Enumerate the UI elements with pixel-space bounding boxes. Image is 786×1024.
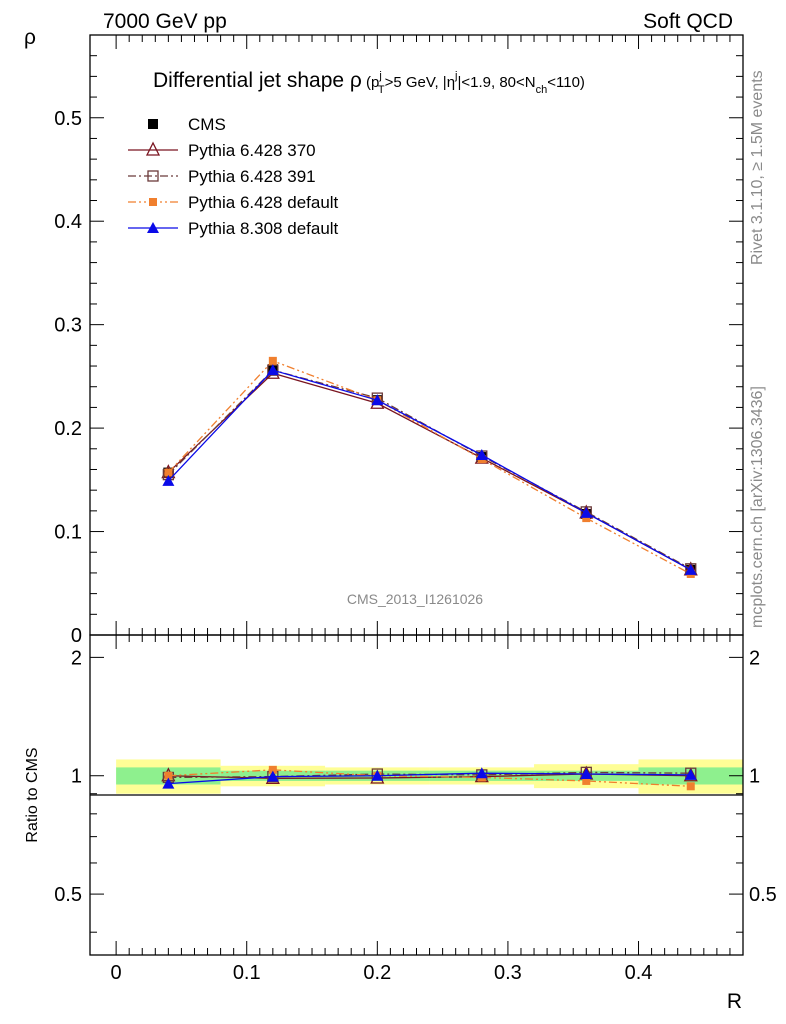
legend-label: Pythia 6.428 370 — [188, 141, 316, 160]
main-data-point — [684, 563, 697, 575]
legend-entry: CMS — [148, 115, 226, 134]
ratio-series-line — [168, 772, 691, 785]
legend-entry: Pythia 8.308 default — [128, 219, 339, 238]
category-label: Soft QCD — [643, 10, 733, 33]
legend-entry: Pythia 6.428 default — [128, 193, 339, 212]
main-data-point — [371, 394, 384, 406]
main-axis-ticks: 0 0.1 0.2 0.3 0.4 0.5 — [54, 34, 744, 647]
main-data-point — [162, 474, 175, 486]
main-y-tick-label: 0.3 — [54, 315, 82, 337]
main-series-line — [167, 372, 692, 571]
ratio-y-tick-label-right: 0.5 — [749, 884, 777, 906]
ratio-y-tick-label-right: 2 — [749, 647, 760, 669]
legend-entry: Pythia 6.428 370 — [128, 141, 316, 160]
main-series-cms — [163, 364, 696, 575]
ratio-data-point — [684, 768, 697, 780]
main-y-tick-label: 0 — [71, 625, 82, 647]
ratio-y-axis-label: Ratio to CMS — [24, 747, 41, 842]
x-tick-label: 0.1 — [233, 962, 261, 984]
main-data-point — [475, 449, 488, 460]
main-series-pythia-6-428-391 — [162, 364, 697, 575]
x-tick-label: 0 — [111, 962, 122, 984]
ratio-y-tick-label-right: 1 — [749, 766, 760, 788]
ratio-data-point — [162, 777, 175, 789]
ratio-data-point — [266, 770, 279, 782]
ratio-y-tick-label-left: 2 — [71, 647, 82, 669]
legend-marker — [149, 198, 157, 206]
main-y-axis-label: ρ — [24, 26, 36, 49]
main-y-tick-label: 0.2 — [54, 418, 82, 440]
main-data-point — [580, 506, 593, 518]
ratio-series-line — [168, 769, 691, 787]
ratio-series-group — [161, 765, 698, 791]
legend-marker — [147, 170, 159, 182]
legend-label: CMS — [188, 115, 226, 134]
ratio-y-tick-label-left: 1 — [71, 766, 82, 788]
ratio-panel: 0.5 0.5 1 1 2 2 0 0.1 0.2 0.3 0.4 Ratio to CMS R — [24, 634, 777, 1013]
ratio-data-point — [164, 771, 173, 780]
x-axis-label: R — [727, 990, 742, 1013]
legend-entry: Pythia 6.428 391 — [128, 167, 316, 186]
main-data-point — [268, 356, 277, 365]
ratio-series-pythia-8-308-default — [162, 767, 697, 789]
main-series-group — [161, 356, 698, 578]
legend-marker — [148, 119, 158, 129]
ratio-data-point — [686, 782, 695, 791]
legend-label: Pythia 6.428 391 — [188, 167, 316, 186]
main-series-pythia-6-428-default — [164, 356, 695, 578]
main-series-pythia-8-308-default — [162, 364, 697, 575]
legend-marker — [145, 141, 161, 156]
main-series-line — [167, 369, 692, 571]
main-series-line — [167, 360, 692, 575]
main-data-point — [164, 468, 173, 477]
main-y-tick-label: 0.5 — [54, 108, 82, 130]
legend-label: Pythia 8.308 default — [188, 219, 339, 238]
ratio-axis-ticks: 0.5 0.5 1 1 2 2 0 0.1 0.2 0.3 0.4 — [54, 635, 777, 984]
x-tick-label: 0.2 — [363, 962, 391, 984]
mcplots-reference-label: mcplots.cern.ch [arXiv:1306.3436] — [749, 386, 766, 628]
ratio-data-point — [580, 768, 593, 780]
main-data-point — [266, 364, 279, 376]
main-y-tick-label: 0.1 — [54, 522, 82, 544]
main-data-point — [582, 514, 591, 523]
legend-label: Pythia 6.428 default — [188, 193, 339, 212]
main-chart-title: Differential jet shape ρ (pj T>5 GeV, |ηj… — [153, 69, 585, 96]
analysis-id-label: CMS_2013_I1261026 — [347, 591, 483, 607]
main-series-line — [167, 369, 692, 570]
ratio-data-point — [582, 776, 591, 785]
energy-label: 7000 GeV pp — [103, 10, 227, 33]
ratio-frame — [89, 634, 744, 956]
ratio-data-point — [371, 769, 384, 781]
ratio-data-point — [475, 767, 488, 779]
x-tick-label: 0.4 — [625, 962, 653, 984]
main-panel: ρ Differential jet shape ρ (pj T>5 GeV, |… — [24, 26, 744, 647]
x-tick-label: 0.3 — [494, 962, 522, 984]
legend: CMS Pythia 6.428 370 Pythia 6.428 391 Pythi… — [128, 115, 339, 238]
rivet-version-label: Rivet 3.1.10, ≥ 1.5M events — [749, 70, 766, 265]
ratio-data-point — [268, 765, 277, 774]
main-y-tick-label: 0.4 — [54, 211, 82, 233]
legend-marker — [147, 222, 159, 233]
main-series-pythia-6-428-370 — [161, 364, 698, 576]
ratio-y-tick-label-left: 0.5 — [54, 884, 82, 906]
